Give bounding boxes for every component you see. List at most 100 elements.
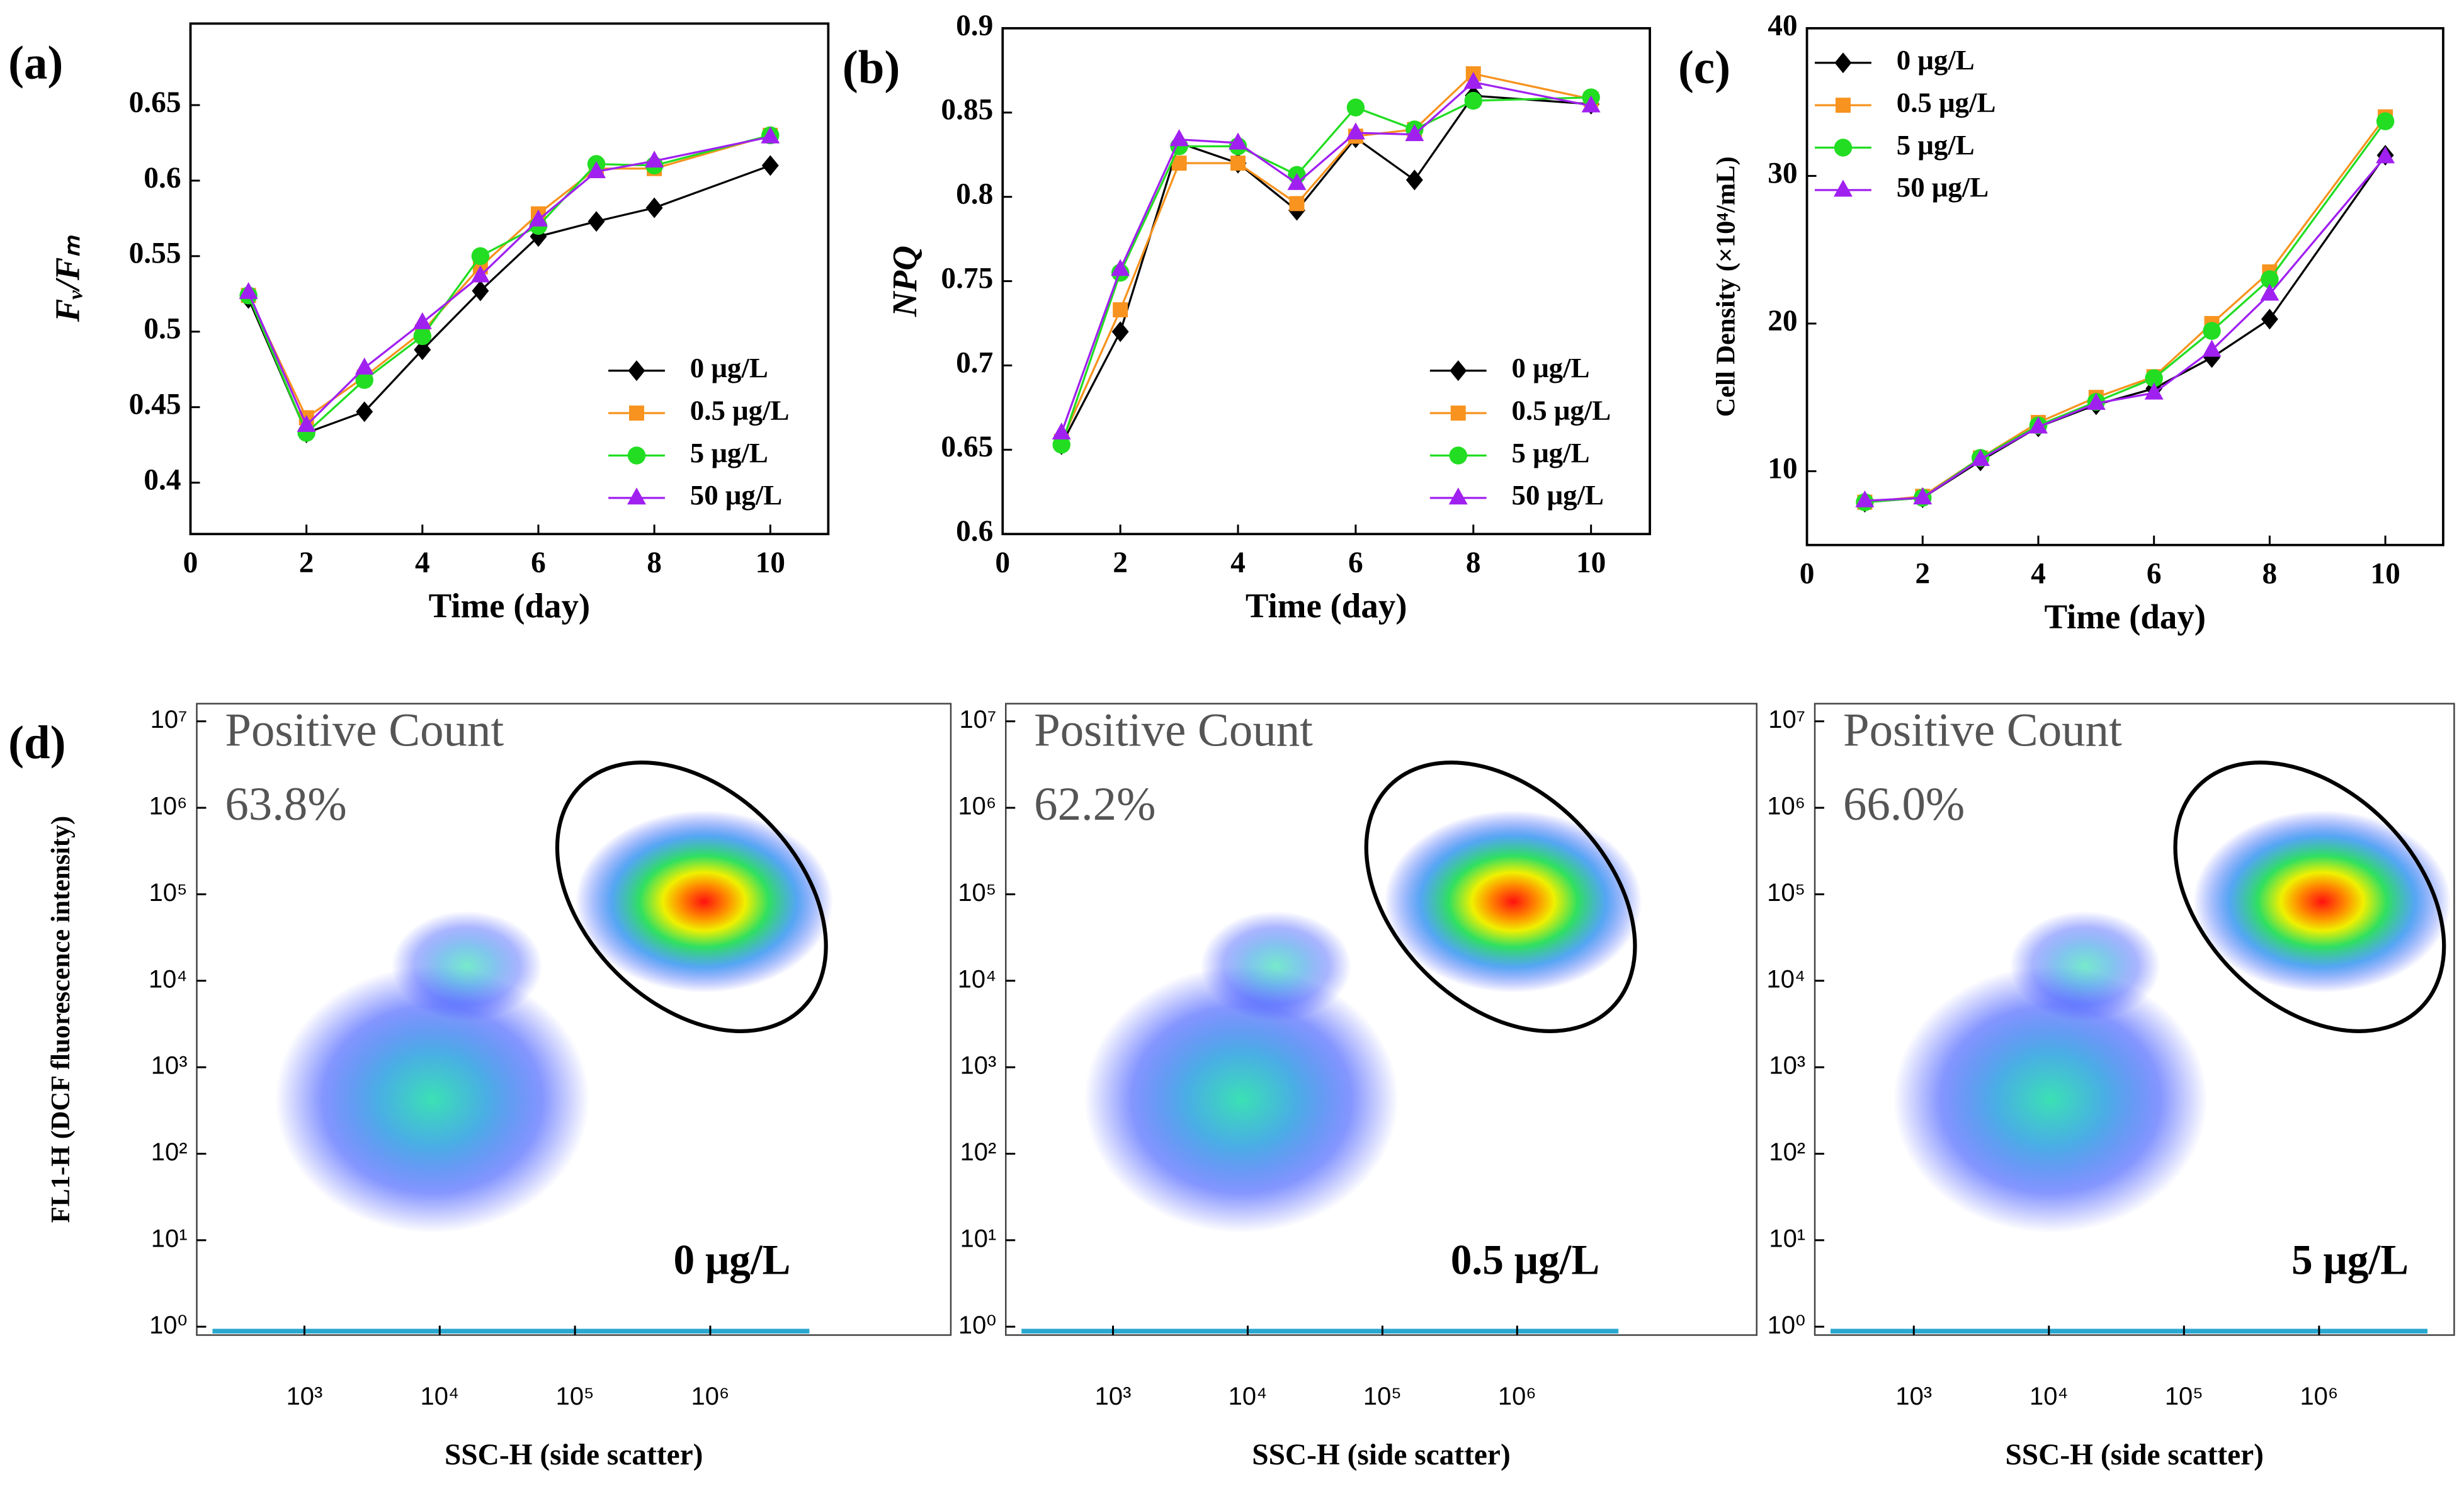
- positive-percent: 66.0%: [1843, 778, 1965, 830]
- series-line: [1865, 156, 2387, 502]
- x-tick-label: 2: [1113, 546, 1128, 579]
- legend-marker: [628, 360, 645, 382]
- x-tick-label: 10: [1576, 546, 1606, 579]
- x-tick-label: 4: [1230, 546, 1246, 579]
- marker: [1464, 91, 1483, 110]
- x-tick-label: 10⁵: [556, 1383, 594, 1410]
- y-tick-label: 10: [1768, 452, 1797, 485]
- y-tick-label: 0.45: [129, 388, 181, 421]
- plot-frame: [1005, 703, 1757, 1336]
- y-tick-label: 10⁰: [1768, 1311, 1805, 1339]
- x-tick-label: 6: [531, 546, 546, 579]
- panel-label: (d): [8, 717, 65, 769]
- x-tick-label: 8: [1466, 546, 1481, 579]
- legend-marker: [627, 487, 646, 505]
- x-tick-label: 10⁶: [1498, 1383, 1536, 1410]
- x-tick-label: 10⁵: [2165, 1383, 2203, 1410]
- y-tick-label: 0.4: [144, 464, 181, 497]
- marker: [2260, 283, 2279, 301]
- x-tick-label: 8: [2262, 557, 2278, 590]
- x-tick-label: 10³: [287, 1383, 323, 1410]
- x-axis-label: Time (day): [2044, 597, 2206, 636]
- y-tick-label: 10⁵: [958, 879, 996, 907]
- legend-marker: [629, 405, 644, 421]
- y-axis-label: Cell Density (×10⁴/mL): [1712, 156, 1741, 417]
- marker: [1855, 490, 1875, 507]
- x-tick-label: 10⁶: [2300, 1383, 2338, 1410]
- marker: [1052, 422, 1071, 440]
- y-tick-label: 10⁴: [958, 965, 997, 993]
- marker: [1405, 124, 1424, 142]
- series-line: [1060, 94, 1591, 446]
- series-line: [1060, 96, 1591, 445]
- marker: [761, 126, 780, 144]
- panel-label: (a): [8, 37, 63, 89]
- sample-label: 0 μg/L: [673, 1237, 790, 1284]
- marker: [761, 155, 779, 176]
- marker: [1171, 156, 1187, 171]
- marker: [2376, 112, 2395, 130]
- x-tick-label: 4: [2031, 557, 2046, 590]
- y-tick-label: 20: [1768, 305, 1797, 337]
- sample-label: 0.5 μg/L: [1451, 1237, 1599, 1284]
- marker: [2203, 322, 2221, 340]
- y-axis-label: NPQ: [885, 246, 924, 317]
- legend-marker: [1450, 360, 1467, 382]
- legend-label: 50 μg/L: [690, 479, 782, 511]
- x-tick-label: 2: [299, 546, 314, 579]
- marker: [472, 280, 489, 302]
- x-tick-label: 4: [415, 546, 430, 579]
- y-tick-label: 0.6: [144, 162, 181, 195]
- x-tick-label: 10⁴: [1229, 1383, 1268, 1410]
- marker: [1971, 449, 1990, 467]
- panel-label: (c): [1678, 42, 1730, 94]
- marker: [1111, 259, 1130, 276]
- marker: [355, 371, 373, 389]
- y-tick-label: 10¹: [960, 1225, 997, 1252]
- legend-label: 0 μg/L: [1512, 352, 1590, 383]
- plot-frame: [1814, 703, 2455, 1336]
- legend-label: 0 μg/L: [1897, 44, 1975, 76]
- x-tick-label: 0: [183, 546, 198, 579]
- legend-marker: [1834, 52, 1852, 74]
- x-axis-label: Time (day): [1246, 587, 1407, 625]
- x-axis-label: SSC-H (side scatter): [445, 1439, 703, 1471]
- annotation: Positive Count: [225, 705, 504, 757]
- y-tick-label: 0.8: [956, 178, 993, 211]
- positive-percent: 63.8%: [225, 778, 346, 830]
- y-tick-label: 40: [1768, 9, 1797, 42]
- marker: [239, 281, 258, 299]
- marker: [1052, 436, 1070, 454]
- marker: [2029, 416, 2048, 434]
- y-tick-label: 10⁴: [149, 965, 188, 993]
- x-axis-label: SSC-H (side scatter): [1252, 1439, 1511, 1471]
- y-tick-label: 10⁶: [149, 793, 188, 820]
- y-tick-label: 0.7: [956, 346, 993, 379]
- x-tick-label: 10³: [1095, 1383, 1132, 1410]
- y-tick-label: 0.75: [941, 262, 993, 295]
- marker: [588, 211, 605, 232]
- marker: [470, 265, 490, 283]
- legend-marker: [1448, 487, 1468, 505]
- y-tick-label: 30: [1768, 157, 1797, 190]
- marker: [1287, 173, 1307, 190]
- y-tick-label: 10¹: [151, 1225, 188, 1252]
- legend-marker: [1835, 98, 1851, 113]
- marker: [1169, 129, 1189, 147]
- marker: [645, 197, 663, 218]
- y-tick-label: 10⁵: [149, 879, 188, 907]
- legend-label: 5 μg/L: [1512, 437, 1590, 468]
- plot-frame: [1805, 27, 2444, 546]
- y-tick-label: 10³: [1769, 1052, 1805, 1080]
- legend-label: 50 μg/L: [1512, 479, 1604, 511]
- marker: [413, 327, 432, 346]
- y-tick-label: 10⁶: [1767, 793, 1805, 820]
- marker: [1229, 132, 1247, 150]
- series-line: [1060, 72, 1592, 442]
- annotation: Positive Count: [1843, 705, 2122, 757]
- x-tick-label: 8: [647, 546, 662, 579]
- marker: [2376, 146, 2395, 164]
- legend-label: 0.5 μg/L: [1897, 86, 1996, 118]
